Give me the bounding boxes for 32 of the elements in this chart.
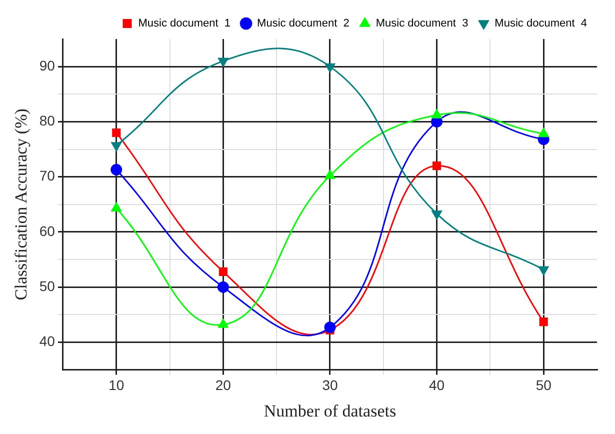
point [324,63,336,72]
x-tick-label: 40 [429,377,445,394]
y-tick-label: 50 [39,278,56,294]
y-tick-label: 40 [39,333,56,350]
point [111,142,122,152]
point [432,210,442,220]
point [218,58,228,67]
legend-label: Music document 1 [138,18,231,30]
point [110,164,122,176]
y-tick-label: 70 [39,168,56,184]
x-tick-label: 50 [536,377,552,394]
point [538,128,549,138]
x-tick-label: 30 [322,377,338,394]
y-axis-title: Classification Accuracy (%) [12,108,31,300]
y-tick-label: 60 [39,222,56,239]
point [538,266,549,276]
x-tick-label: 20 [215,377,232,394]
y-tick-label: 80 [39,112,56,129]
y-tick-label: 90 [39,57,56,74]
point [218,318,228,328]
point [539,318,548,326]
point [111,202,122,212]
legend-label: Music document 4 [494,18,588,30]
legend-label: Music document 2 [257,18,350,30]
point [218,267,228,276]
point [112,128,121,138]
point [432,162,442,170]
point [217,281,229,293]
x-axis-title: Number of datasets [264,401,396,420]
x-tick-label: 10 [108,377,124,394]
legend-label: Music document 3 [376,18,468,30]
point [324,322,336,334]
